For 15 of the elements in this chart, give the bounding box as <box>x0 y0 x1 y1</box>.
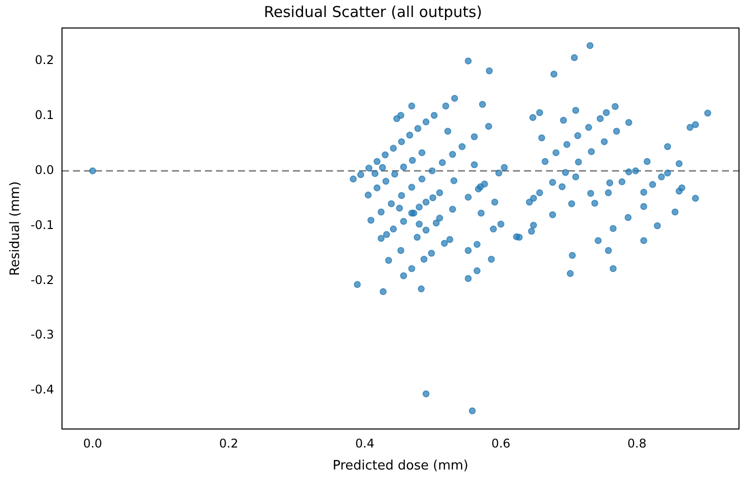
x-axis-title: Predicted dose (mm) <box>332 458 468 474</box>
y-axis-title: Residual (mm) <box>8 181 24 276</box>
x-tick-label: 0.4 <box>355 436 374 450</box>
y-tick-label: 0.1 <box>34 108 54 122</box>
y-tick-label: -0.4 <box>30 382 54 397</box>
y-tick-label: 0.0 <box>34 162 54 177</box>
x-tick-label: 0.2 <box>219 436 238 450</box>
chart-title: Residual Scatter (all outputs) <box>264 2 482 21</box>
x-tick-label: 0.8 <box>627 436 646 450</box>
y-tick-label: -0.3 <box>30 328 54 342</box>
x-tick-label: 0.0 <box>83 436 102 450</box>
x-tick-label: 0.6 <box>491 436 510 450</box>
y-tick-label: 0.2 <box>34 53 54 68</box>
y-tick-label: -0.2 <box>30 272 54 287</box>
y-tick-label: -0.1 <box>30 218 54 232</box>
